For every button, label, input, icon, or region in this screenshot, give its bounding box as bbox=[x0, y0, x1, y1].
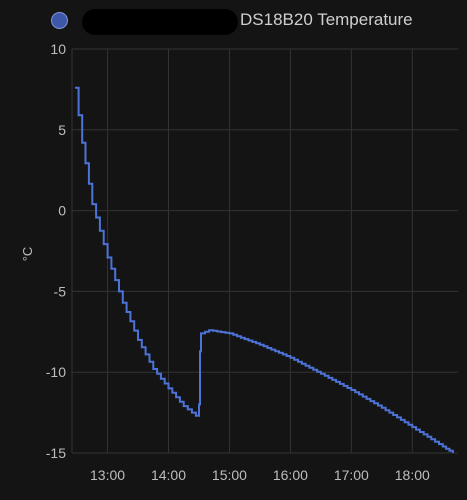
y-tick-label: -15 bbox=[46, 445, 66, 461]
redacted-entity-name bbox=[82, 9, 238, 35]
y-tick-label: 10 bbox=[50, 41, 66, 57]
y-axis-label: °C bbox=[20, 247, 35, 262]
legend: DS18B20 Temperature bbox=[0, 8, 467, 36]
y-tick-label: -5 bbox=[54, 283, 67, 299]
temperature-series-line bbox=[75, 86, 454, 453]
x-tick-label: 15:00 bbox=[212, 467, 247, 483]
chart-grid bbox=[71, 48, 458, 454]
y-axis-ticks: 10 5 0 -5 -10 -15 bbox=[46, 41, 66, 461]
x-tick-label: 17:00 bbox=[334, 467, 369, 483]
x-axis-ticks: 13:00 14:00 15:00 16:00 17:00 18:00 bbox=[90, 467, 430, 483]
y-tick-label: -10 bbox=[46, 364, 66, 380]
legend-color-dot[interactable] bbox=[51, 12, 68, 29]
x-tick-label: 14:00 bbox=[151, 467, 186, 483]
x-tick-label: 16:00 bbox=[273, 467, 308, 483]
y-tick-label: 0 bbox=[58, 203, 66, 219]
x-tick-label: 18:00 bbox=[395, 467, 430, 483]
legend-series-label[interactable]: DS18B20 Temperature bbox=[240, 10, 413, 29]
x-tick-label: 13:00 bbox=[90, 467, 125, 483]
y-tick-label: 5 bbox=[58, 122, 66, 138]
